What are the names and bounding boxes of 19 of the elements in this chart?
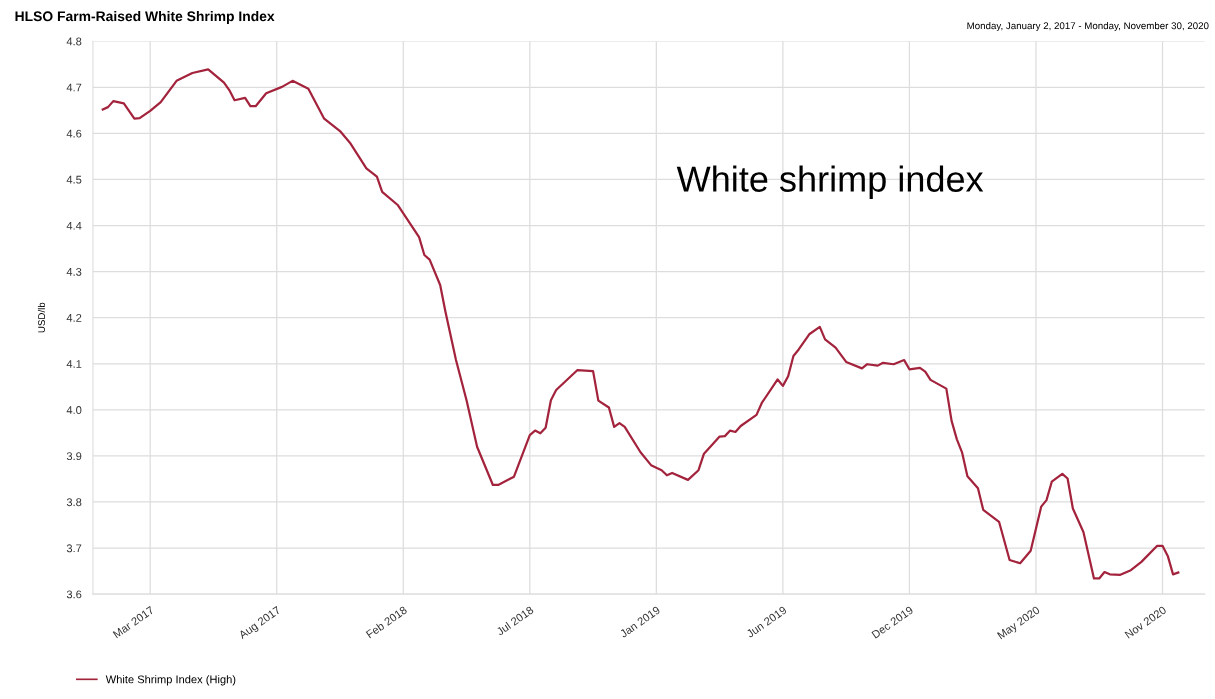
y-tick-label: 4.0 (66, 406, 82, 414)
y-tick-label: 4.5 (66, 175, 82, 184)
y-tick-label: 3.8 (66, 498, 82, 507)
line-series (101, 68, 1180, 580)
legend-label: White Shrimp Index (High) (105, 675, 236, 686)
y-axis-title: USD/lb (37, 302, 46, 333)
y-tick-label: 3.9 (66, 452, 82, 461)
annotation: White shrimp index (676, 165, 984, 200)
y-tick-label: 4.8 (66, 37, 82, 46)
y-tick-label: 3.6 (66, 590, 82, 599)
chart-title: HLSO Farm-Raised White Shrimp Index (15, 11, 275, 24)
y-tick-label: 4.3 (66, 267, 82, 276)
y-tick-label: 4.2 (66, 313, 82, 322)
y-tick-label: 4.7 (66, 83, 82, 92)
y-tick-label: 4.6 (66, 129, 82, 138)
y-tick-label: 4.4 (66, 221, 82, 230)
y-tick-label: 4.1 (66, 360, 82, 368)
chart-subtitle: Monday, January 2, 2017 - Monday, November 30, 2020 (967, 22, 1209, 32)
y-tick-label: 3.7 (66, 544, 82, 553)
